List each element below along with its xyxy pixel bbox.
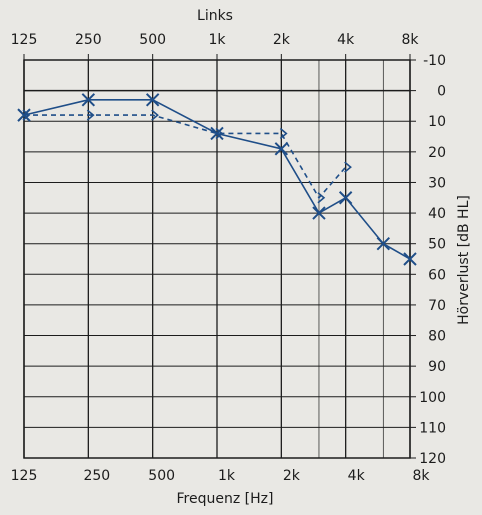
bottom-tick-label: 500 (148, 468, 175, 484)
top-tick-label: 500 (139, 32, 166, 48)
y-tick-label: 90 (428, 359, 446, 375)
y-axis-label: Hörverlust [dB HL] (456, 195, 472, 325)
data-point-bracket (151, 109, 159, 121)
y-tick-label: 30 (428, 175, 446, 191)
top-tick-label: 4k (337, 32, 355, 48)
series-layer (17, 93, 417, 266)
data-point-x (274, 142, 289, 156)
top-tick-label: 250 (75, 32, 102, 48)
y-tick-label: 0 (437, 84, 446, 100)
top-tick-label: 125 (11, 32, 38, 48)
y-tick-label: 70 (428, 298, 446, 314)
data-point-x (145, 93, 160, 107)
bottom-tick-label: 8k (412, 468, 430, 484)
chart-title: Links (197, 8, 233, 24)
data-point-x (210, 126, 224, 141)
bottom-frequency-ticks: 125 250 500 1k 2k 4k 8k (11, 468, 431, 484)
bottom-tick-label: 4k (348, 468, 366, 484)
data-point-x (81, 93, 96, 107)
data-point-x (403, 252, 417, 266)
top-tick-label: 8k (401, 32, 419, 48)
series-line-2 (24, 114, 347, 200)
data-point-x (312, 206, 326, 220)
top-frequency-ticks: 125 250 500 1k 2k 4k 8k (11, 32, 419, 60)
data-point-bracket (279, 127, 288, 140)
y-tick-label: 10 (428, 114, 446, 130)
y-tick-label: -10 (423, 53, 446, 69)
y-tick-label: 60 (428, 267, 446, 283)
data-point-bracket (344, 161, 352, 173)
data-point-x (376, 236, 391, 251)
bottom-tick-label: 1k (218, 468, 236, 484)
y-tick-label: 110 (419, 420, 446, 436)
y-tick-label: 40 (428, 206, 446, 222)
y-axis-ticks: -10 0 10 20 30 40 50 60 70 80 90 100 110 120 (410, 53, 446, 467)
bottom-tick-label: 125 (11, 468, 38, 484)
data-point-bracket (86, 109, 95, 121)
top-tick-label: 2k (273, 32, 291, 48)
bottom-tick-label: 2k (283, 468, 301, 484)
bottom-tick-label: 250 (83, 468, 110, 484)
data-point-x (338, 191, 353, 205)
y-tick-label: 80 (428, 329, 446, 345)
y-tick-label: 20 (428, 145, 446, 161)
x-axis-label: Frequenz [Hz] (177, 491, 274, 507)
data-point-bracket (317, 192, 326, 204)
y-tick-label: 50 (428, 237, 446, 253)
chart-grid (23, 59, 411, 459)
top-tick-label: 1k (208, 32, 226, 48)
data-point-bracket (22, 109, 31, 121)
y-tick-label: 100 (419, 390, 446, 406)
data-point-bracket (215, 127, 224, 140)
y-tick-label: 120 (419, 451, 446, 467)
